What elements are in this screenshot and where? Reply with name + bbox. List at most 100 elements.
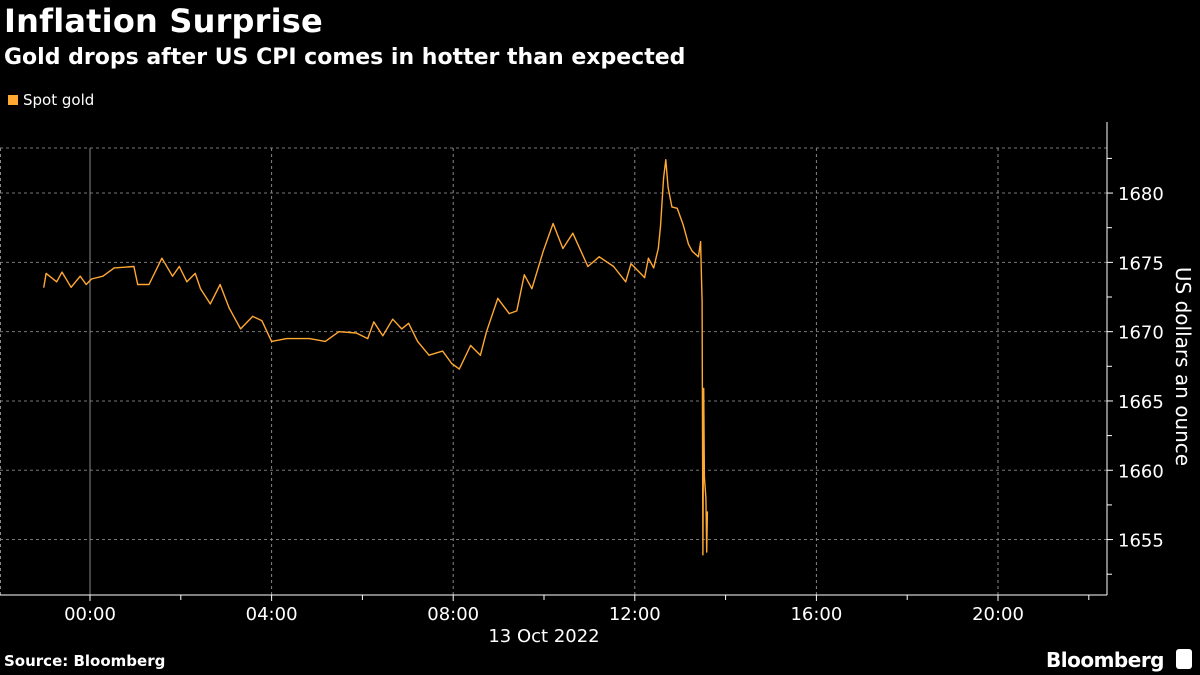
data-point bbox=[442, 350, 444, 352]
y-tick-label: 1670 bbox=[1118, 323, 1164, 344]
data-point bbox=[479, 354, 482, 356]
data-point bbox=[676, 207, 678, 209]
data-point bbox=[90, 278, 93, 280]
x-tick-label: 12:00 bbox=[609, 604, 661, 625]
source-note: Source: Bloomberg bbox=[4, 652, 166, 670]
data-point bbox=[45, 272, 47, 275]
data-point bbox=[706, 511, 709, 513]
data-point bbox=[209, 303, 211, 305]
data-point bbox=[703, 387, 705, 390]
data-point bbox=[702, 554, 704, 556]
data-point bbox=[531, 288, 533, 290]
data-point bbox=[458, 368, 460, 370]
data-point bbox=[102, 275, 104, 277]
data-point bbox=[367, 337, 369, 340]
data-point bbox=[587, 265, 589, 268]
data-point bbox=[199, 288, 202, 290]
data-point bbox=[647, 257, 650, 259]
x-tick-label: 04:00 bbox=[246, 604, 298, 625]
data-point bbox=[700, 274, 702, 276]
data-point bbox=[137, 283, 139, 286]
data-point bbox=[687, 243, 690, 245]
y-tick-label: 1680 bbox=[1118, 184, 1164, 205]
data-point bbox=[523, 274, 525, 276]
data-point bbox=[417, 340, 419, 342]
data-point bbox=[355, 332, 357, 334]
legend-swatch bbox=[8, 95, 18, 105]
data-point bbox=[401, 328, 403, 330]
data-point bbox=[706, 551, 708, 553]
data-point bbox=[61, 271, 63, 273]
data-point bbox=[657, 247, 659, 250]
brand-logo: Bloomberg bbox=[1046, 648, 1164, 672]
data-point bbox=[324, 340, 326, 342]
data-point bbox=[451, 362, 453, 365]
data-point bbox=[219, 283, 221, 286]
data-point bbox=[697, 256, 699, 258]
data-point bbox=[428, 354, 430, 356]
data-point bbox=[373, 321, 375, 323]
data-point bbox=[161, 257, 163, 259]
series-line-spot-gold bbox=[43, 159, 709, 556]
data-point bbox=[194, 272, 196, 275]
data-point bbox=[271, 340, 273, 342]
data-point bbox=[56, 281, 58, 283]
data-point bbox=[497, 297, 499, 299]
data-point bbox=[705, 497, 707, 499]
data-point bbox=[485, 331, 488, 333]
data-point bbox=[133, 265, 135, 268]
data-point bbox=[286, 337, 288, 340]
data-point bbox=[659, 225, 662, 227]
data-point bbox=[252, 315, 254, 318]
data-point bbox=[653, 267, 655, 269]
data-point bbox=[667, 186, 669, 189]
data-point bbox=[598, 256, 600, 258]
data-point bbox=[239, 328, 242, 330]
y-axis-label: US dollars an ounce bbox=[1171, 267, 1195, 466]
data-point bbox=[662, 177, 665, 179]
x-tick-label: 16:00 bbox=[790, 604, 842, 625]
x-tick-label: 00:00 bbox=[64, 604, 116, 625]
data-point bbox=[701, 300, 703, 302]
data-point bbox=[407, 322, 410, 324]
y-tick-label: 1665 bbox=[1118, 392, 1164, 413]
data-point bbox=[630, 263, 632, 265]
data-point bbox=[470, 344, 472, 347]
data-point bbox=[665, 159, 667, 161]
y-tick-label: 1655 bbox=[1118, 531, 1164, 552]
data-point bbox=[79, 275, 81, 277]
data-point bbox=[644, 276, 646, 279]
x-tick-label: 08:00 bbox=[427, 604, 479, 625]
data-point bbox=[691, 250, 693, 252]
data-point bbox=[700, 240, 702, 243]
bloomberg-terminal-icon bbox=[1176, 649, 1192, 669]
data-point bbox=[43, 286, 45, 288]
x-axis-label: 13 Oct 2022 bbox=[488, 626, 599, 647]
data-point bbox=[70, 286, 72, 288]
data-point bbox=[186, 281, 188, 283]
data-point bbox=[562, 247, 564, 250]
data-point bbox=[392, 318, 394, 320]
data-point bbox=[382, 335, 384, 337]
data-point bbox=[671, 206, 673, 208]
x-tick-label: 20:00 bbox=[972, 604, 1024, 625]
data-point bbox=[148, 283, 150, 286]
data-point bbox=[308, 337, 311, 340]
data-point bbox=[178, 265, 180, 268]
chart-title: Inflation Surprise bbox=[4, 2, 323, 40]
data-point bbox=[113, 267, 115, 269]
data-point bbox=[682, 224, 684, 226]
data-point bbox=[171, 275, 174, 277]
data-point bbox=[572, 232, 574, 234]
data-point bbox=[542, 250, 544, 252]
data-point bbox=[516, 310, 518, 312]
data-point bbox=[228, 307, 230, 309]
chart-subtitle: Gold drops after US CPI comes in hotter … bbox=[4, 45, 686, 70]
y-tick-label: 1675 bbox=[1118, 253, 1164, 274]
data-point bbox=[613, 265, 615, 268]
data-point bbox=[703, 476, 706, 478]
data-point bbox=[338, 331, 340, 333]
data-point bbox=[85, 283, 87, 286]
legend-label: Spot gold bbox=[23, 91, 95, 109]
